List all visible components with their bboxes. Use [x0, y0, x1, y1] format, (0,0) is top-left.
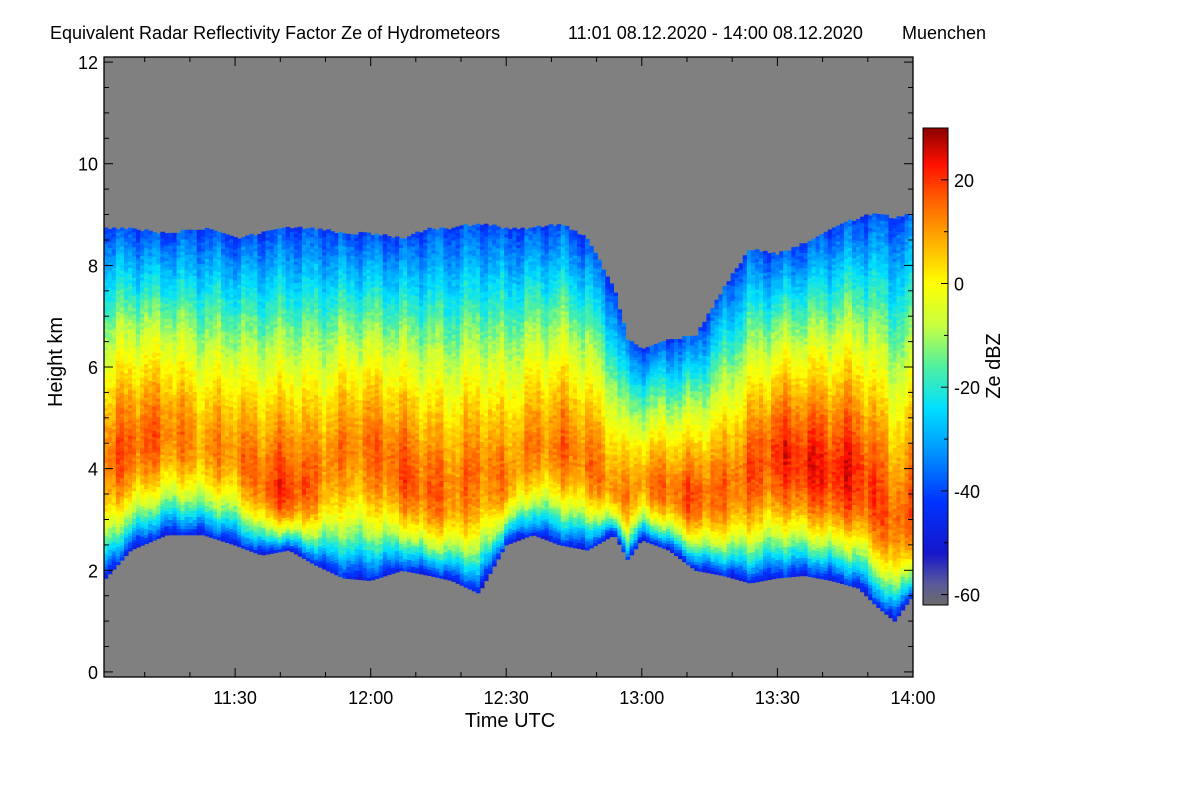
heatmap-cell — [120, 228, 125, 232]
heatmap-cell — [112, 228, 117, 232]
heatmap-cell — [201, 230, 206, 234]
heatmap-cell — [168, 233, 173, 237]
heatmap-cell — [160, 232, 165, 236]
heatmap-cell — [233, 237, 238, 241]
heatmap-cell — [116, 229, 121, 233]
heatmap-cell — [189, 230, 194, 234]
heatmap-cell — [140, 231, 145, 235]
chart-time-range: 11:01 08.12.2020 - 14:00 08.12.2020 — [568, 23, 863, 43]
heatmap-cell — [221, 233, 226, 237]
heatmap-cell — [124, 229, 129, 233]
chart-title: Equivalent Radar Reflectivity Factor Ze … — [50, 23, 500, 43]
heatmap-cell — [245, 236, 250, 240]
heatmap-cell — [274, 229, 279, 233]
heatmap-cell — [108, 229, 113, 233]
heatmap-cell — [148, 231, 153, 235]
heatmap-cell — [261, 232, 266, 236]
chart-location: Muenchen — [902, 23, 986, 43]
heatmap-cell — [229, 236, 234, 240]
heatmap-cell — [241, 237, 246, 241]
heatmap-cell — [209, 229, 214, 233]
heatmap-cell — [213, 231, 218, 235]
heatmap-cell — [193, 230, 198, 234]
heatmap-cell — [270, 230, 275, 234]
heatmap-cell — [185, 230, 190, 234]
heatmap-cell — [205, 228, 210, 232]
heatmap-cell — [172, 233, 177, 237]
heatmap-cell — [152, 232, 157, 236]
radar-chart: Equivalent Radar Reflectivity Factor Ze … — [0, 0, 1200, 800]
heatmap-cell — [177, 233, 182, 237]
heatmap-cell — [144, 229, 149, 233]
heatmap-cell — [249, 234, 254, 238]
heatmap-cell — [225, 234, 230, 238]
heatmap-cell — [266, 231, 271, 235]
heatmap-cell — [217, 232, 222, 236]
heatmap-cell — [237, 239, 242, 243]
heatmap-cell — [164, 233, 169, 237]
heatmap-cell — [156, 233, 161, 237]
heatmap-cell — [197, 230, 202, 234]
heatmap-cell — [257, 234, 262, 238]
heatmap-cell — [181, 230, 186, 234]
heatmap-cell — [278, 228, 283, 232]
heatmap-cell — [253, 235, 258, 239]
heatmap-cell — [132, 228, 137, 232]
heatmap-cell — [128, 228, 133, 232]
heatmap-cell — [136, 230, 141, 234]
